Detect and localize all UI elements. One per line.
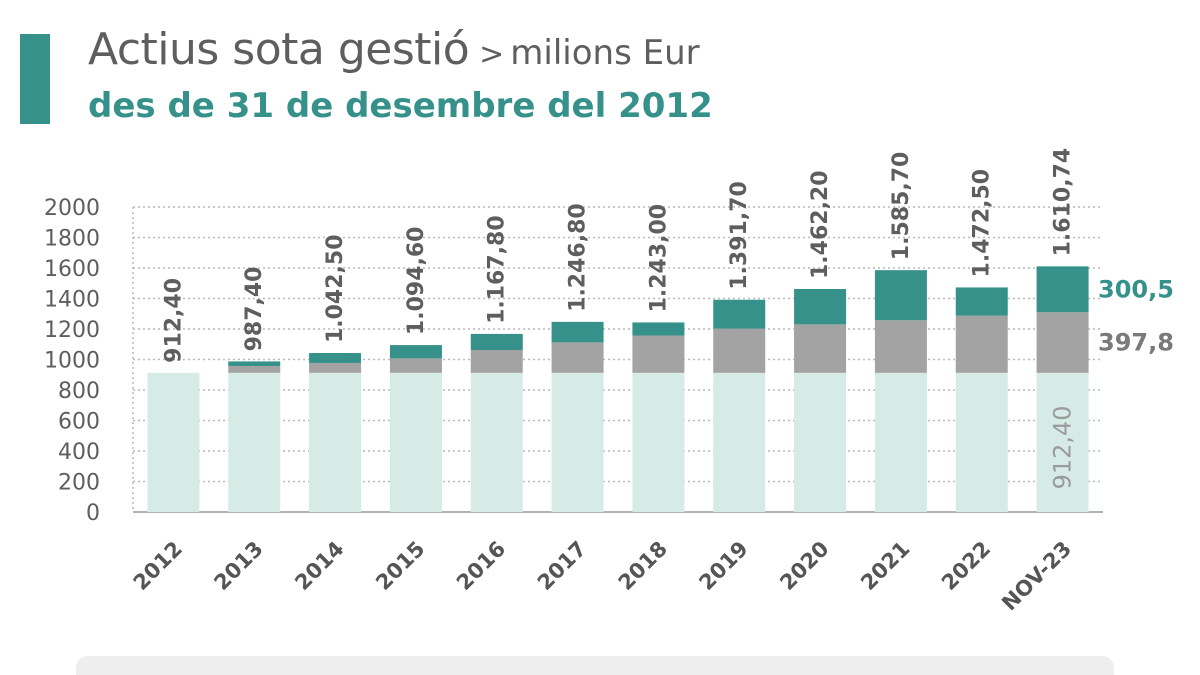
y-tick-label: 800 [58,379,100,404]
y-tick-label: 2000 [44,196,100,221]
title-separator-icon: > [479,37,505,72]
total-value-label: 1.042,50 [323,234,348,343]
bar-segment-top [228,361,281,366]
bar-segment-top [470,333,523,350]
bar-segment-base [955,372,1008,512]
bar-segment-top [309,353,362,363]
y-tick-label: 400 [58,440,100,465]
annotation-base-value: 912,40 [1049,405,1077,489]
bar-segment-base [632,372,685,512]
x-tick-label: 2017 [533,537,591,595]
x-tick-label: 2020 [775,537,833,595]
bar-segment-base [874,372,927,512]
x-tick-label: 2019 [694,537,752,595]
bar-segment-middle [309,362,362,373]
bar-segment-base [470,372,523,512]
chart-title: Actius sota gestió > milions Eur [88,28,700,72]
bar-segment-base [147,372,200,512]
bar-segment-top [955,287,1008,316]
bar-segment-base [551,372,604,512]
x-tick-label: NOV-23 [997,537,1076,616]
total-value-label: 987,40 [242,267,267,352]
x-tick-label: 2018 [614,537,672,595]
total-value-label: 1.472,50 [970,169,995,278]
bar-segment-top [389,345,442,359]
y-tick-label: 200 [58,471,100,496]
bar-segment-middle [955,315,1008,373]
bar-segment-top [551,321,604,343]
chart-subtitle: des de 31 de desembre del 2012 [88,86,713,126]
bar-segment-base [713,372,766,512]
title-accent-bar [20,34,50,124]
y-tick-label: 1400 [44,288,100,313]
total-value-label: 1.243,00 [646,204,671,313]
bar-segment-top [794,289,847,325]
total-value-label: 1.167,80 [485,215,510,324]
total-value-label: 1.246,80 [566,203,591,312]
bar-segment-top [713,299,766,329]
total-value-label: 1.462,20 [808,170,833,279]
x-tick-label: 2016 [452,537,510,595]
x-tick-label: 2012 [129,537,187,595]
x-tick-label: 2022 [937,537,995,595]
y-tick-label: 1800 [44,227,100,252]
bar-segment-base [794,372,847,512]
bar-segment-top [874,270,927,321]
y-tick-label: 0 [86,501,100,526]
bar-segment-base [1036,372,1089,512]
total-value-label: 1.585,70 [889,152,914,261]
footer-panel [76,656,1114,675]
y-tick-label: 1200 [44,318,100,343]
x-tick-label: 2021 [856,537,914,595]
y-tick-label: 1000 [44,349,100,374]
bar-segment-middle [632,335,685,373]
total-value-label: 1.610,74 [1051,148,1076,257]
total-value-label: 1.391,70 [727,181,752,290]
bar-segment-middle [228,365,281,373]
bar-segment-top [632,322,685,336]
annotation-top-value: 300,5 [1098,275,1174,303]
bar-segment-base [389,372,442,512]
title-main: Actius sota gestió [88,24,470,75]
y-tick-label: 1600 [44,257,100,282]
x-tick-label: 2015 [371,537,429,595]
bar-segment-middle [1036,312,1089,373]
bar-segment-top [1036,266,1089,313]
bar-segment-middle [551,342,604,373]
bar-segment-middle [389,358,442,373]
x-tick-label: 2014 [290,537,348,595]
bar-segment-base [309,372,362,512]
annotation-middle-value: 397,8 [1098,329,1174,357]
title-unit: milions Eur [510,33,700,73]
total-value-label: 1.094,60 [404,227,429,336]
total-value-label: 912,40 [161,278,186,363]
bar-segment-middle [794,324,847,373]
bar-segment-middle [470,349,523,373]
bar-segment-middle [713,328,766,373]
x-tick-label: 2013 [209,537,267,595]
bar-segment-middle [874,320,927,373]
bar-segment-base [228,372,281,512]
y-tick-label: 600 [58,410,100,435]
